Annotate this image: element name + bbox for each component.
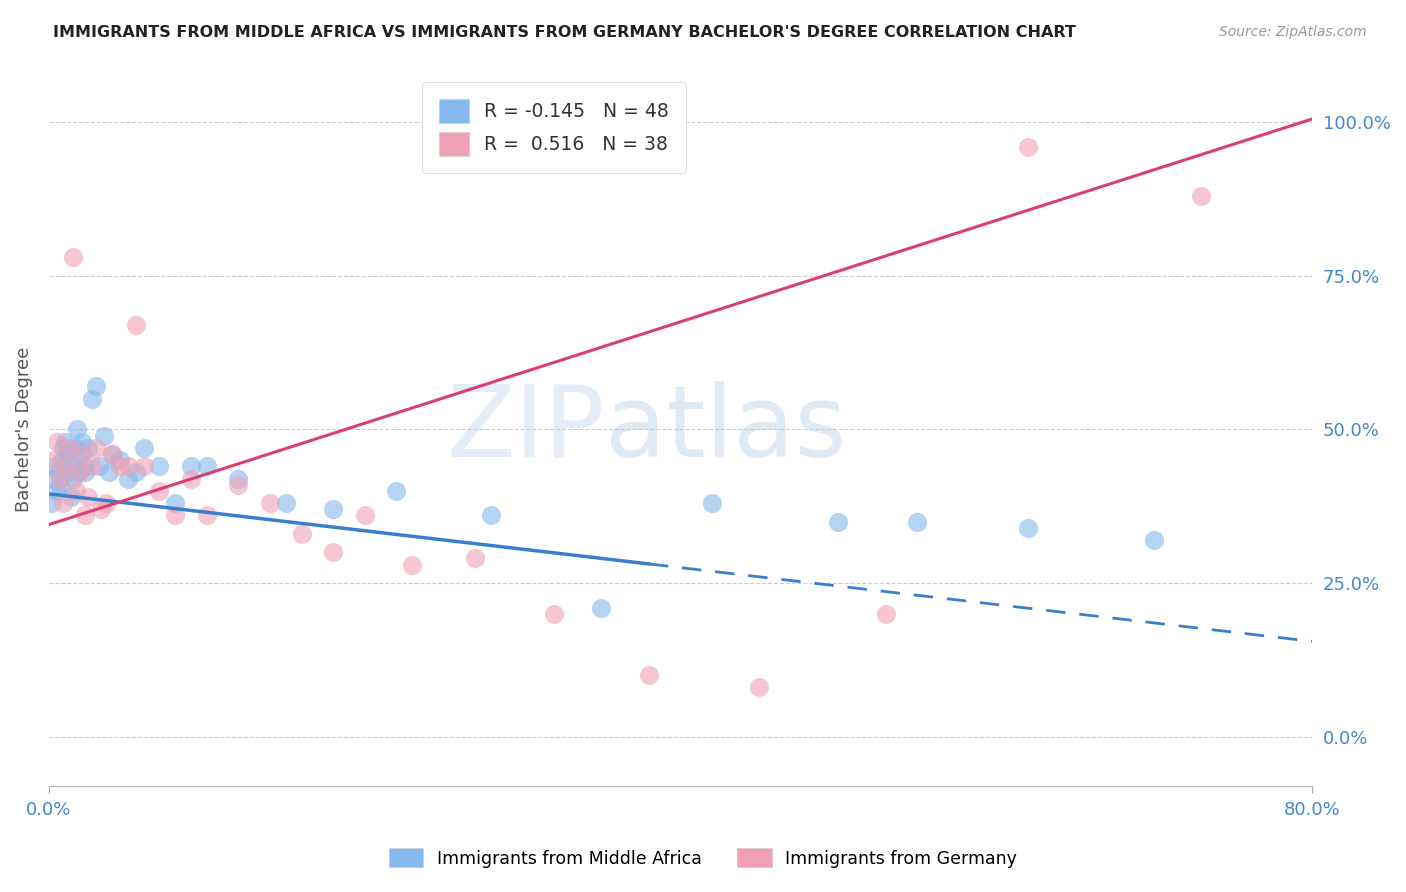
Point [70,434,93,449]
Point [591,600,613,615]
Point [1189,189,1212,203]
Point [228,477,250,491]
Point [353,508,375,523]
Point [80,459,103,474]
Point [1017,521,1039,535]
Legend: R = -0.145   N = 48, R =  0.516   N = 38: R = -0.145 N = 48, R = 0.516 N = 38 [422,82,686,173]
Point [69,447,91,461]
Point [77,441,100,455]
Point [637,668,659,682]
Point [67,466,90,480]
Point [89,459,111,474]
Point [101,447,124,461]
Point [148,483,170,498]
Point [290,526,312,541]
Point [65,441,87,455]
Point [73,459,96,474]
Point [259,496,281,510]
Point [274,496,297,510]
Point [543,607,565,621]
Point [66,422,89,436]
Point [55,459,77,474]
Point [60,490,83,504]
Point [464,551,486,566]
Point [77,490,100,504]
Point [180,471,202,485]
Point [65,483,87,498]
Point [45,483,67,498]
Point [125,318,148,332]
Point [748,681,770,695]
Point [67,466,90,480]
Point [117,471,139,485]
Point [49,471,72,485]
Point [195,459,218,474]
Point [132,459,155,474]
Point [125,466,148,480]
Y-axis label: Bachelor's Degree: Bachelor's Degree [15,347,32,512]
Point [51,453,73,467]
Text: atlas: atlas [605,381,846,478]
Point [58,441,80,455]
Point [228,471,250,485]
Point [322,502,344,516]
Point [1017,139,1039,153]
Point [52,441,75,455]
Point [41,496,63,510]
Point [44,459,66,474]
Point [86,379,108,393]
Point [148,459,170,474]
Point [479,508,502,523]
Point [58,466,80,480]
Text: Source: ZipAtlas.com: Source: ZipAtlas.com [1219,25,1367,39]
Point [45,434,67,449]
Point [56,447,79,461]
Point [195,508,218,523]
Point [63,459,86,474]
Point [93,428,115,442]
Point [401,558,423,572]
Point [55,459,77,474]
Point [62,471,84,485]
Point [1143,533,1166,547]
Point [132,441,155,455]
Legend: Immigrants from Middle Africa, Immigrants from Germany: Immigrants from Middle Africa, Immigrant… [380,839,1026,876]
Point [108,459,131,474]
Point [80,392,103,406]
Point [165,508,187,523]
Point [48,466,70,480]
Point [117,459,139,474]
Point [108,453,131,467]
Point [94,496,117,510]
Point [905,515,928,529]
Point [86,441,108,455]
Point [75,466,97,480]
Point [97,466,120,480]
Point [322,545,344,559]
Point [165,496,187,510]
Point [49,477,72,491]
Point [101,447,124,461]
Text: ZIP: ZIP [446,381,605,478]
Text: IMMIGRANTS FROM MIDDLE AFRICA VS IMMIGRANTS FROM GERMANY BACHELOR'S DEGREE CORRE: IMMIGRANTS FROM MIDDLE AFRICA VS IMMIGRA… [53,25,1077,40]
Point [180,459,202,474]
Point [385,483,408,498]
Point [70,447,93,461]
Point [90,502,112,516]
Point [827,515,849,529]
Point [53,434,76,449]
Point [700,496,723,510]
Point [42,471,65,485]
Point [875,607,897,621]
Point [52,496,75,510]
Point [75,508,97,523]
Point [42,453,65,467]
Point [62,250,84,264]
